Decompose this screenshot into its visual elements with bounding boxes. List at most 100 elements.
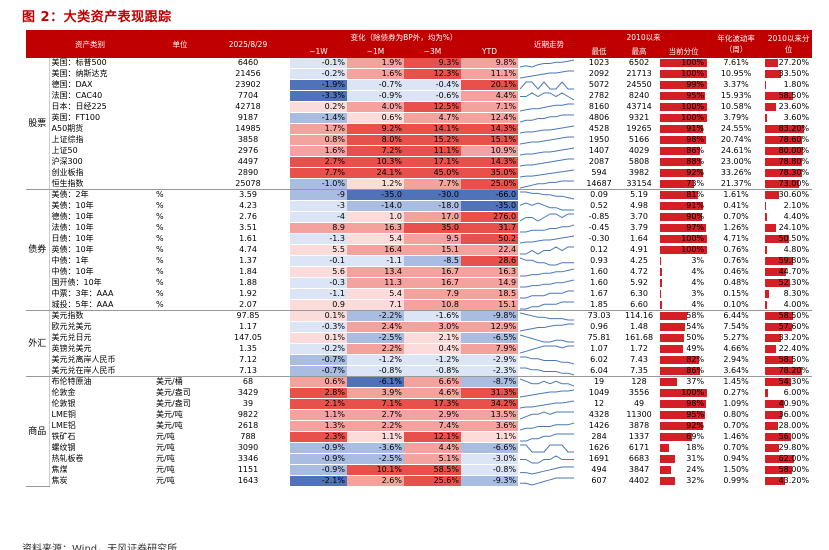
asset-value: 23902	[235, 80, 261, 89]
vol-percentile: 6.00%	[765, 388, 812, 399]
asset-name: 美元兑日元	[51, 333, 92, 342]
bar-label: 3%	[691, 289, 705, 298]
asset-name: 布伦特原油	[49, 376, 154, 388]
vol-percentile: 23.60%	[765, 102, 812, 113]
change-m1: 7.1%	[347, 398, 404, 410]
asset-unit: 元/吨	[156, 432, 175, 441]
current-percentile: 92%	[660, 168, 707, 179]
sparkline	[520, 323, 575, 331]
current-percentile: 91%	[660, 124, 707, 135]
asset-name: LME铜	[51, 410, 76, 419]
bar-fill	[660, 334, 684, 342]
current-percentile: 3%	[660, 256, 707, 267]
bar-label: 50%	[686, 333, 705, 342]
change-m3: -0.6%	[404, 90, 461, 102]
sparkline-path	[520, 224, 575, 232]
vol-percentile: 8.30%	[765, 289, 812, 300]
change-group-header: 变化（除债券为BP外，均为%）	[290, 30, 519, 44]
bar-fill	[660, 158, 702, 166]
asset-value: 1.35	[239, 344, 257, 353]
current-percentile: 73%	[660, 179, 707, 190]
bar-label: 18%	[686, 443, 705, 452]
bar-label: 91%	[686, 201, 705, 210]
asset-performance-table: 资产类别 单位 2025/8/29 变化（除债券为BP外，均为%） 近期走势 2…	[26, 30, 813, 487]
annual-vol: 0.70%	[723, 212, 749, 221]
annual-vol: 3.64%	[723, 366, 749, 375]
asset-value: 39	[242, 399, 254, 408]
bar-label: 58.50%	[778, 311, 810, 321]
group-label: 外汇	[26, 310, 50, 377]
bar-label: 29.80%	[778, 443, 810, 452]
change-m3: 12.3%	[404, 68, 461, 80]
asset-value: 68	[206, 376, 290, 388]
sparkline-path	[520, 444, 575, 452]
sparkline	[520, 433, 575, 441]
change-w1: 0.1%	[290, 310, 347, 322]
high-value: 7.35	[630, 366, 648, 375]
bar-label: 58.50%	[778, 355, 810, 364]
change-m1: 1.6%	[347, 68, 404, 80]
change-w1: 2.7%	[290, 156, 347, 168]
sparkline	[520, 454, 575, 463]
asset-value: 42718	[235, 102, 261, 111]
annual-vol: 0.41%	[723, 201, 749, 210]
change-m1: 1.1%	[347, 431, 404, 443]
current-percentile: 95%	[660, 410, 707, 421]
low-value: 2782	[588, 91, 610, 100]
bar-label: 62.00%	[778, 454, 810, 463]
low-value: 1.67	[590, 289, 608, 298]
bar-fill	[765, 301, 767, 309]
table-row: 热轧板卷 元/吨 3346 -0.9% -2.5% 5.1% -3.0% 1691 6683 31…	[26, 453, 813, 465]
asset-unit	[154, 102, 206, 113]
bar-fill	[765, 356, 793, 364]
vol-percentile: 73.00%	[765, 179, 812, 190]
asset-name: 德国：DAX	[51, 80, 93, 89]
asset-value: 1151	[237, 465, 259, 474]
vol-percentile: 83.20%	[765, 124, 812, 135]
change-ytd: 4.4%	[461, 90, 519, 102]
bar-fill	[660, 202, 703, 210]
table-row: 商品 布伦特原油 美元/桶 68 0.6% -6.1% 6.6% -8.7% 19 128 37% 1…	[26, 376, 813, 487]
asset-name: 英国：FT100	[51, 113, 101, 122]
asset-name: 美元兑在岸人民币	[51, 366, 116, 375]
high-value: 1.72	[630, 344, 648, 353]
table-row: A50期货 14985 1.7% 9.2% 14.1% 14.3% 4528 19265 91%…	[26, 123, 813, 135]
change-m1: -35.0	[347, 189, 404, 201]
high-value: 11300	[626, 410, 652, 419]
bar-label: 78.60%	[778, 135, 810, 144]
bar-label: 86%	[686, 366, 705, 375]
current-percentile: 86%	[660, 366, 707, 377]
change-m1: 1.9%	[347, 58, 404, 69]
table-row: 法国：CAC40 7704 -3.3% -0.9% -0.6% 4.4% 2782 8240 9…	[26, 90, 813, 102]
current-percentile: 100%	[660, 58, 708, 69]
high-value: 3.79	[630, 223, 648, 232]
change-m3: 3.0%	[404, 321, 461, 333]
high-value: 5.92	[630, 278, 648, 287]
bar-label: 56.00%	[778, 432, 810, 441]
low-value: 494	[591, 465, 607, 474]
bar-fill	[660, 400, 707, 408]
sparkline	[520, 301, 575, 309]
change-ytd: 3.6%	[461, 420, 519, 432]
sparkline	[520, 169, 575, 177]
sparkline	[520, 378, 575, 386]
asset-unit: 美元/盎司	[156, 388, 191, 397]
change-m1: -1.1	[347, 255, 404, 267]
bar-label: 52.30%	[778, 278, 810, 287]
trend-cell	[518, 376, 581, 388]
bar-fill	[765, 312, 793, 320]
low-value: -0.45	[588, 223, 610, 232]
asset-unit	[154, 146, 206, 157]
change-m1: 3.9%	[347, 387, 404, 399]
bar-label: 8.30%	[783, 289, 810, 298]
sparkline	[520, 345, 575, 353]
bar-fill	[660, 477, 676, 485]
bar-fill	[765, 389, 768, 397]
current-percentile: 97%	[660, 223, 707, 234]
high-value: 4.72	[630, 267, 648, 276]
annual-vol: 1.50%	[723, 465, 749, 474]
change-w1: -0.3	[290, 277, 347, 289]
asset-unit: %	[154, 189, 206, 201]
table-row: 德国：DAX 23902 -1.9% -0.7% -0.4% 20.1% 5072 24550…	[26, 79, 813, 91]
sparkline	[520, 334, 575, 342]
